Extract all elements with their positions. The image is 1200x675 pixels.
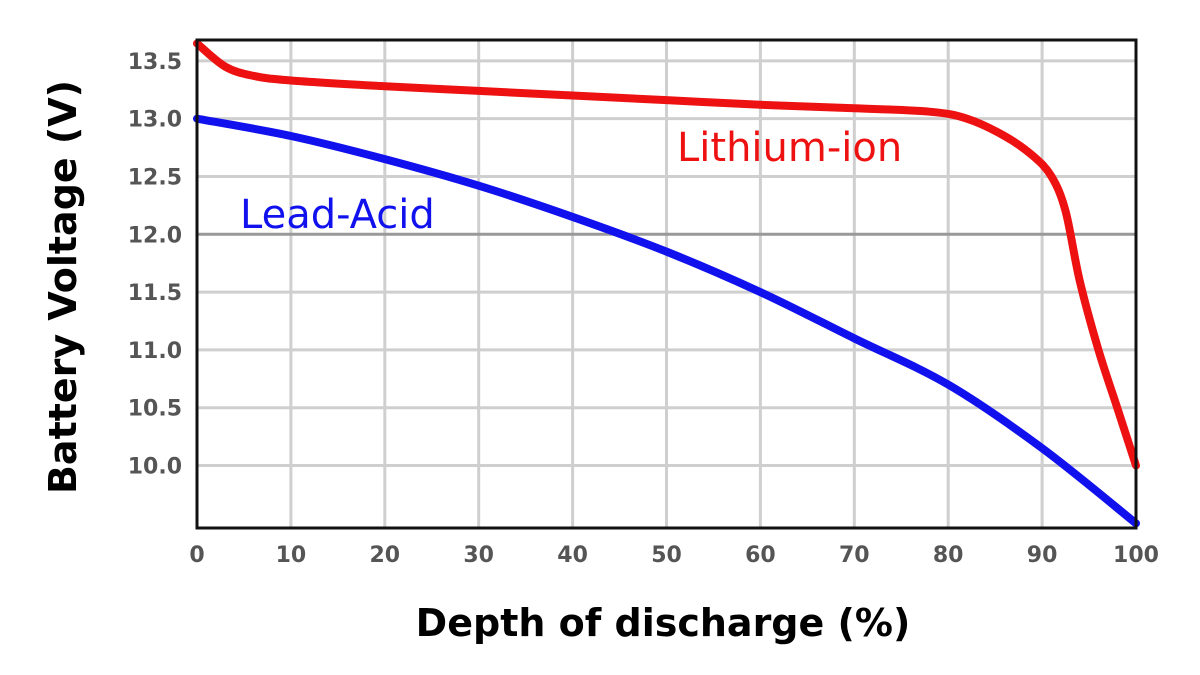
x-tick-label: 50 bbox=[651, 543, 682, 568]
x-tick-label: 20 bbox=[369, 543, 400, 568]
y-axis-title: Battery Voltage (V) bbox=[41, 80, 85, 494]
y-tick-label: 12.5 bbox=[128, 165, 182, 190]
annotation-lithium-ion: Lithium-ion bbox=[677, 125, 902, 171]
x-tick-label: 100 bbox=[1113, 543, 1159, 568]
x-tick-label: 40 bbox=[557, 543, 588, 568]
series-lines bbox=[193, 39, 1140, 528]
y-tick-label: 12.0 bbox=[128, 223, 182, 248]
y-tick-label: 13.0 bbox=[128, 108, 182, 133]
plot-frame bbox=[195, 38, 1138, 530]
x-tick-label: 90 bbox=[1027, 543, 1058, 568]
grid bbox=[195, 40, 1138, 528]
series-line-lead-acid bbox=[193, 114, 1140, 528]
y-tick-label: 11.5 bbox=[128, 281, 182, 306]
x-tick-label: 10 bbox=[276, 543, 307, 568]
x-tick-label: 80 bbox=[933, 543, 964, 568]
y-tick-label: 13.5 bbox=[128, 50, 182, 75]
y-tick-label: 11.0 bbox=[128, 339, 182, 364]
series-line-lithium-ion bbox=[193, 39, 1140, 470]
x-tick-label: 0 bbox=[189, 543, 204, 568]
y-tick-label: 10.5 bbox=[128, 397, 182, 422]
y-tick-label: 10.0 bbox=[128, 455, 182, 480]
x-tick-label: 60 bbox=[745, 543, 776, 568]
x-tick-labels: 0 10 20 30 40 50 60 70 80 90 100 bbox=[189, 543, 1159, 568]
x-tick-label: 70 bbox=[839, 543, 870, 568]
x-tick-label: 30 bbox=[463, 543, 494, 568]
annotation-lead-acid: Lead-Acid bbox=[240, 192, 435, 238]
y-tick-labels: 10.0 10.5 11.0 11.5 12.0 12.5 13.0 13.5 bbox=[128, 50, 182, 480]
x-axis-title: Depth of discharge (%) bbox=[416, 601, 911, 645]
